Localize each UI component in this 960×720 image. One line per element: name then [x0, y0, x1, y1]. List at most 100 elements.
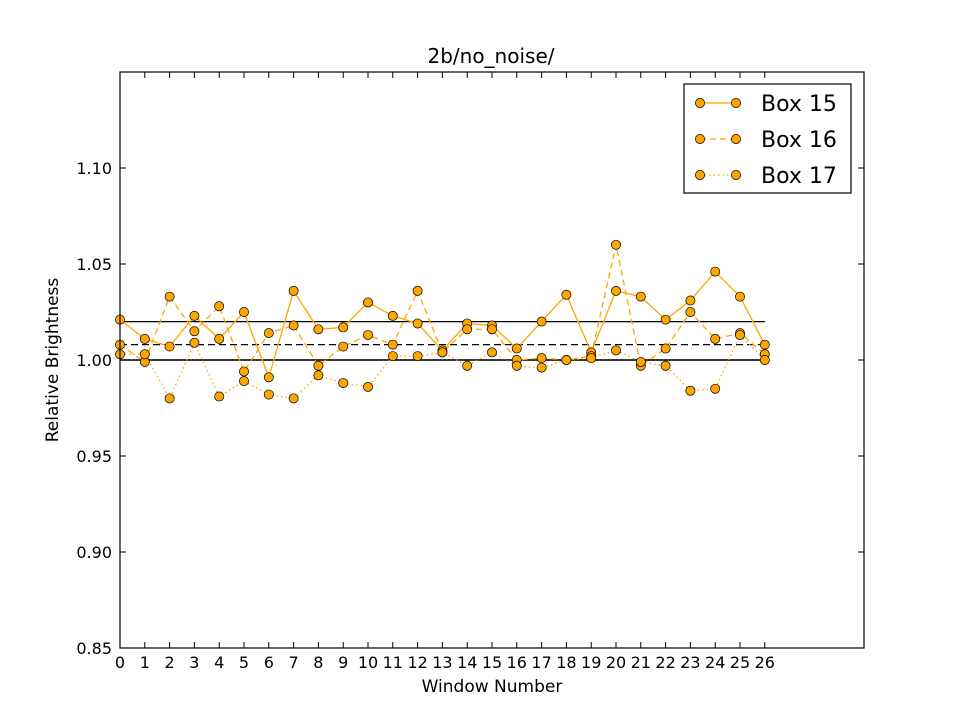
data-point-series-1-x16	[511, 343, 522, 354]
data-point-series-3-x2	[164, 393, 175, 404]
data-point-series-3-x13	[437, 347, 448, 358]
x-tick-label: 22	[655, 653, 675, 672]
data-point-series-2-x2	[164, 291, 175, 302]
data-point-series-3-x22	[660, 360, 671, 371]
data-point-series-1-x5	[239, 307, 249, 317]
legend-marker-left-1	[695, 98, 705, 108]
data-point-series-3-x1	[139, 349, 150, 360]
chart-title: 2b/no_noise/	[427, 44, 554, 68]
data-point-series-2-x15	[487, 324, 497, 335]
data-point-series-1-x7	[288, 285, 299, 296]
x-tick-label: 25	[730, 653, 750, 672]
x-tick-label: 18	[556, 653, 576, 672]
series-line-1	[119, 270, 766, 380]
data-point-series-2-x22	[660, 343, 671, 354]
data-point-series-1-x4	[214, 333, 225, 344]
data-point-series-3-x10	[363, 381, 373, 392]
data-point-series-3-x18	[561, 355, 572, 365]
x-axis-title: Window Number	[422, 677, 563, 697]
data-point-series-1-x6	[263, 372, 274, 383]
y-tick-label: 1.00	[76, 351, 112, 370]
data-point-series-2-x10	[363, 330, 373, 340]
x-tick-label: 24	[705, 653, 725, 672]
x-tick-label: 11	[383, 653, 403, 672]
y-tick-label: 0.85	[76, 639, 112, 658]
data-point-series-2-x14	[462, 324, 473, 335]
x-tick-label: 21	[631, 653, 651, 672]
data-point-series-3-x12	[412, 351, 423, 362]
x-tick-label: 14	[457, 653, 477, 672]
legend-marker-left-2	[695, 134, 705, 144]
data-point-series-1-x21	[635, 291, 646, 302]
x-tick-label: 1	[140, 653, 150, 672]
x-tick-label: 13	[432, 653, 452, 672]
data-point-series-3-x14	[462, 360, 473, 371]
data-point-series-2-x7	[288, 320, 299, 331]
legend-marker-right-3	[731, 170, 741, 180]
data-point-series-2-x11	[387, 339, 398, 350]
data-point-series-2-x12	[412, 285, 423, 296]
data-point-series-2-x9	[338, 341, 349, 352]
x-tick-label: 12	[407, 653, 427, 672]
data-point-series-2-x8	[313, 360, 324, 371]
data-point-series-1-x22	[660, 314, 671, 325]
data-point-series-2-x3	[189, 326, 200, 337]
y-tick-label: 1.05	[76, 255, 112, 274]
data-point-series-1-x8	[313, 324, 324, 335]
legend-label-series-1: Box 15	[761, 92, 837, 117]
data-point-series-3-x25	[735, 330, 745, 340]
x-tick-label: 4	[214, 653, 224, 672]
data-point-series-3-x4	[214, 391, 225, 402]
data-point-series-3-x16	[511, 360, 522, 371]
data-point-series-2-x4	[214, 301, 225, 312]
data-point-series-1-x17	[536, 316, 547, 327]
x-tick-label: 9	[338, 653, 348, 672]
y-axis-title: Relative Brightness	[43, 278, 63, 443]
data-point-series-3-x26	[759, 355, 770, 365]
x-tick-label: 0	[115, 653, 125, 672]
x-tick-label: 15	[482, 653, 502, 672]
data-point-series-2-x23	[685, 307, 696, 317]
x-tick-label: 3	[189, 653, 199, 672]
x-tick-label: 17	[531, 653, 551, 672]
x-tick-label: 6	[264, 653, 274, 672]
legend: Box 15 Box 16 Box 17	[683, 83, 852, 194]
data-point-series-1-x10	[363, 297, 373, 308]
y-tick-label: 0.95	[76, 447, 112, 466]
y-tick-label: 1.10	[76, 159, 112, 178]
data-point-series-1-x26	[759, 339, 770, 350]
data-point-series-2-x24	[710, 333, 721, 344]
data-point-series-1-x23	[685, 295, 696, 306]
data-point-series-3-x19	[586, 353, 597, 364]
data-point-series-3-x24	[710, 383, 721, 394]
legend-label-series-2: Box 16	[761, 128, 837, 153]
legend-marker-right-1	[731, 98, 741, 108]
data-point-series-2-x17	[536, 353, 547, 364]
plot-area	[115, 239, 770, 404]
data-point-series-1-x9	[338, 322, 349, 333]
series-line-2	[119, 244, 766, 373]
data-point-series-1-x2	[164, 341, 175, 352]
x-tick-label: 19	[581, 653, 601, 672]
data-point-series-3-x6	[263, 389, 274, 400]
x-tick-label: 26	[755, 653, 775, 672]
data-point-series-1-x11	[387, 310, 398, 321]
legend-label-series-3: Box 17	[761, 164, 837, 189]
data-point-series-1-x24	[710, 266, 721, 277]
x-tick-label: 8	[313, 653, 323, 672]
data-point-series-1-x20	[611, 285, 621, 296]
data-point-series-1-x12	[412, 318, 423, 329]
data-point-series-2-x20	[611, 239, 621, 250]
legend-marker-left-3	[695, 170, 705, 180]
axis-ticks: 0 1 2 3 4 5 6 7 8 9 10 11 12 13 14 15 16 17 18 19 20 21 22 23 24…	[76, 72, 864, 672]
data-point-series-3-x8	[313, 370, 324, 381]
data-point-series-3-x3	[189, 337, 200, 348]
data-point-series-3-x23	[685, 385, 696, 396]
x-tick-label: 2	[165, 653, 175, 672]
legend-marker-right-2	[731, 134, 741, 144]
data-point-series-3-x9	[338, 378, 349, 388]
data-point-series-1-x1	[139, 333, 150, 344]
x-tick-label: 7	[289, 653, 299, 672]
x-tick-label: 20	[606, 653, 626, 672]
